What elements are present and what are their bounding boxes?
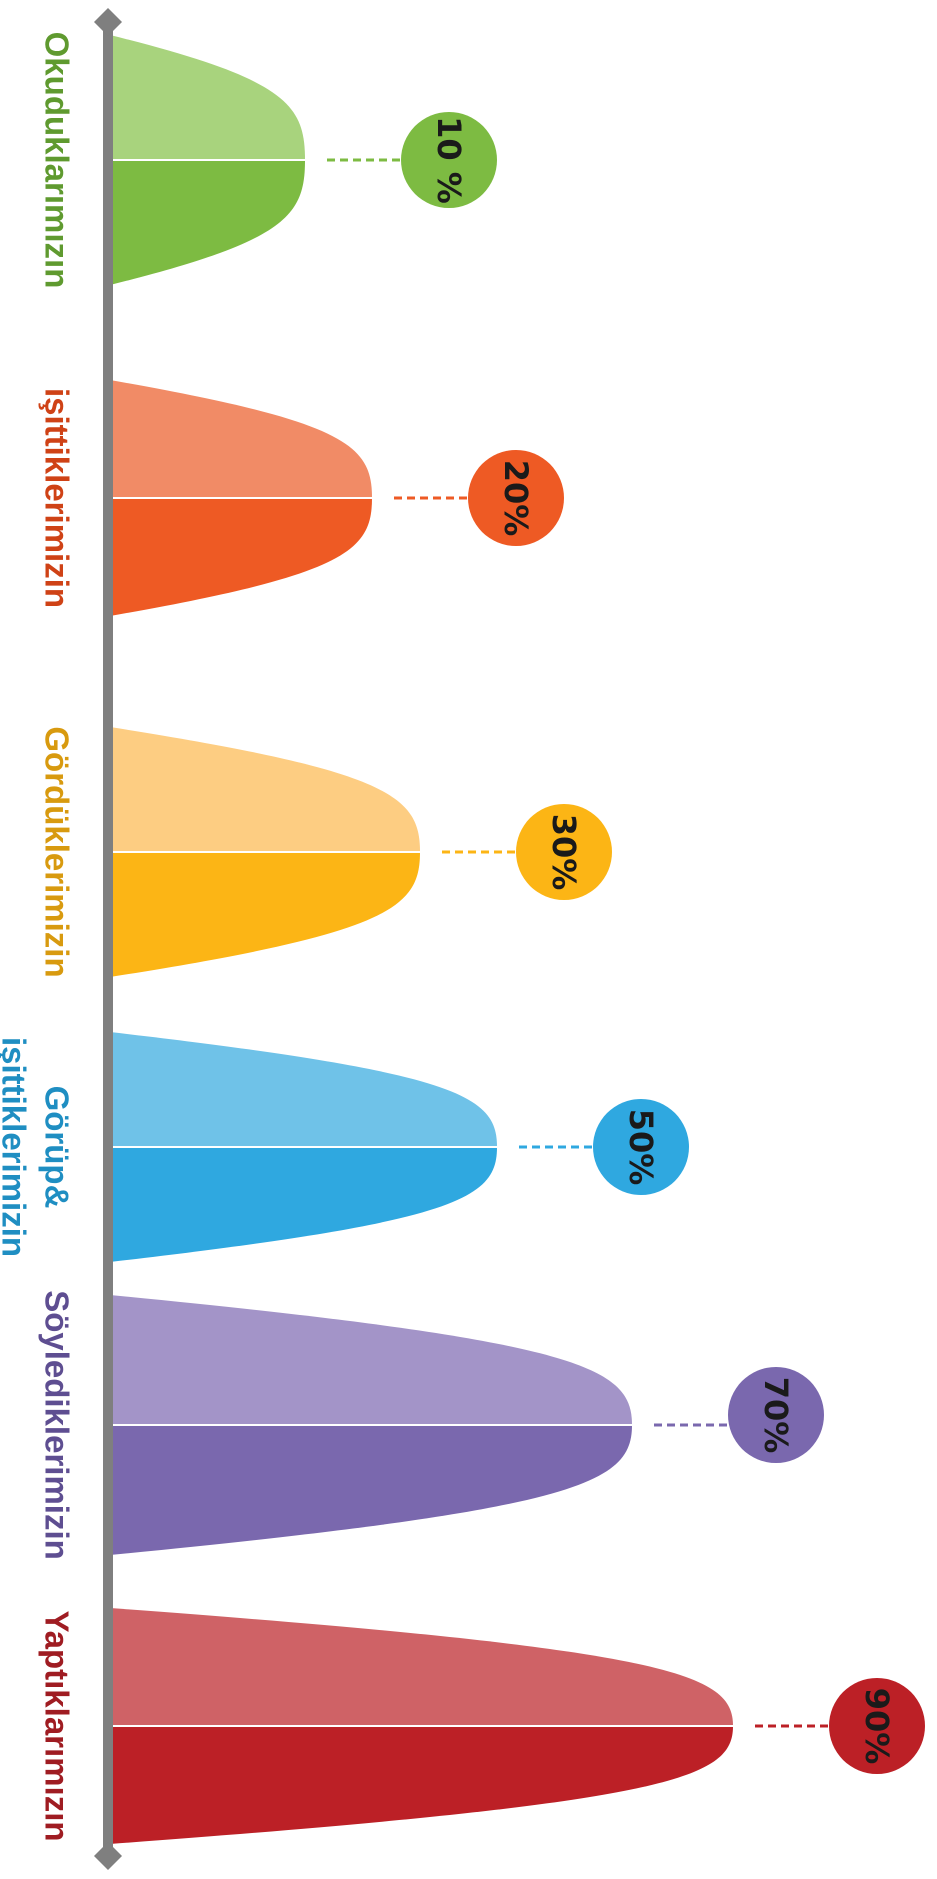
- bar-lower-half: [110, 498, 372, 616]
- value-bubble: [593, 1099, 689, 1195]
- bar-lower-half: [110, 160, 305, 285]
- category-label: Görüp&: [39, 1086, 76, 1209]
- value-bubble: [468, 450, 564, 546]
- data-label: 50%: [622, 1109, 660, 1186]
- data-label: 10 %: [430, 116, 468, 204]
- value-bubble: [829, 1678, 925, 1774]
- category-label: Okuduklarımızın: [39, 32, 76, 289]
- category-label: Yaptıklarımızın: [39, 1610, 76, 1841]
- data-label: 20%: [497, 460, 535, 537]
- value-bubble: [401, 112, 497, 208]
- data-label: 30%: [545, 814, 583, 891]
- bar-lower-half: [110, 1425, 632, 1555]
- bell-shapes: [110, 35, 733, 1844]
- value-bubble: [728, 1367, 824, 1463]
- bar-upper-half: [110, 1032, 497, 1147]
- bar-upper-half: [110, 1608, 733, 1726]
- value-bubbles: 10 % 20% 30% 50% 70% 90%: [401, 112, 925, 1774]
- bar-upper-half: [110, 380, 372, 498]
- axis-cap-top-icon: [94, 8, 122, 36]
- data-label: 90%: [858, 1688, 896, 1765]
- bar-lower-half: [110, 1147, 497, 1262]
- bar-lower-half: [110, 852, 420, 977]
- category-label-line2: işittiklerimizin: [0, 1037, 33, 1257]
- bar-upper-half: [110, 35, 305, 160]
- bar-upper-half: [110, 727, 420, 852]
- bar-upper-half: [110, 1295, 632, 1425]
- bar-lower-half: [110, 1726, 733, 1844]
- axis-cap-bottom-icon: [94, 1842, 122, 1870]
- category-label: işittiklerimizin: [39, 388, 76, 608]
- data-label: 70%: [757, 1377, 795, 1454]
- category-label: Gördüklerimizin: [39, 726, 76, 977]
- category-labels: Okuduklarımızın işittiklerimizin Gördükler…: [0, 32, 76, 1842]
- value-bubble: [516, 804, 612, 900]
- category-label: Söylediklerimizin: [39, 1290, 76, 1560]
